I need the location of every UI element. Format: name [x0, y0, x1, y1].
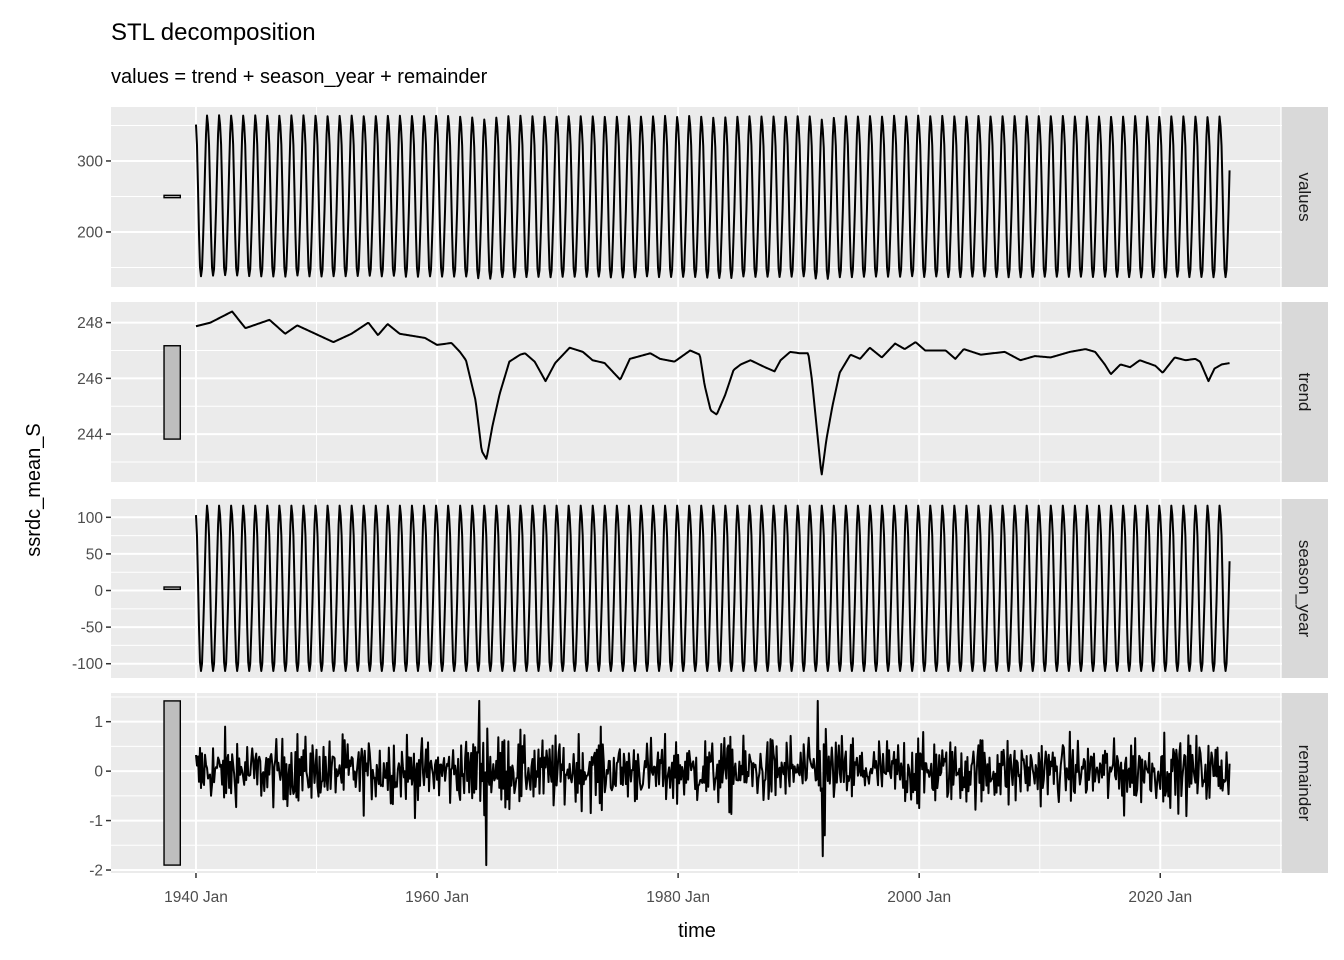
scale-bar	[163, 345, 182, 440]
panel-background	[111, 302, 1282, 482]
y-tick-label: -2	[89, 863, 103, 880]
facet-strip	[1282, 499, 1328, 678]
y-tick-label: 0	[94, 764, 103, 781]
series-line-trend	[195, 310, 1230, 476]
series-line-values	[194, 114, 1231, 280]
facet-strip-label: season_year	[1295, 540, 1314, 638]
scale-bar	[163, 700, 182, 866]
y-tick-label: -1	[89, 813, 103, 830]
facet-strip	[1282, 302, 1328, 482]
y-tick-label: 300	[77, 153, 103, 170]
x-tick-label: 2000 Jan	[887, 889, 951, 906]
y-tick-label: 248	[77, 315, 103, 332]
x-tick-label: 1960 Jan	[405, 889, 469, 906]
y-tick-label: 0	[94, 583, 103, 600]
scale-bar	[163, 586, 182, 591]
x-tick-label: 1980 Jan	[646, 889, 710, 906]
x-axis: 1940 Jan 1960 Jan 1980 Jan 2000 Jan 2020 Jan	[164, 873, 1192, 906]
chart-subtitle: values = trend + season_year + remainder	[111, 66, 488, 88]
x-axis-title: time	[678, 920, 716, 942]
scale-bar	[163, 194, 182, 199]
y-tick-label: -100	[72, 656, 103, 673]
chart-title: STL decomposition	[111, 19, 316, 46]
y-tick-label: 100	[77, 510, 103, 527]
y-tick-label: -50	[81, 620, 104, 637]
facet-strip-label: values	[1295, 172, 1314, 221]
facet-strip-label: trend	[1295, 373, 1314, 412]
panel-remainder: -2 -1 0 1 remainder	[89, 693, 1328, 880]
y-tick-label: 50	[86, 546, 104, 563]
y-axis-title: ssrdc_mean_S	[23, 423, 45, 556]
series-line-season	[194, 504, 1231, 673]
series-line-remainder	[194, 699, 1231, 867]
x-tick-label: 1940 Jan	[164, 889, 228, 906]
panel-trend: 244 246 248 trend	[77, 302, 1328, 482]
facet-strip-label: remainder	[1295, 745, 1314, 822]
facet-strip	[1282, 693, 1328, 873]
y-tick-label: 200	[77, 224, 103, 241]
y-tick-label: 246	[77, 371, 103, 388]
x-tick-label: 2020 Jan	[1128, 889, 1192, 906]
facet-strip	[1282, 107, 1328, 287]
panel-values: 200 300 values	[77, 107, 1328, 287]
panel-season: -100 -50 0 50 100 season_year	[72, 499, 1328, 678]
y-tick-label: 244	[77, 427, 103, 444]
facet-panels: 200 300 values 244 246 248 trend -100 -50 0 50 100 s…	[72, 107, 1328, 880]
y-tick-label: 1	[94, 714, 103, 731]
